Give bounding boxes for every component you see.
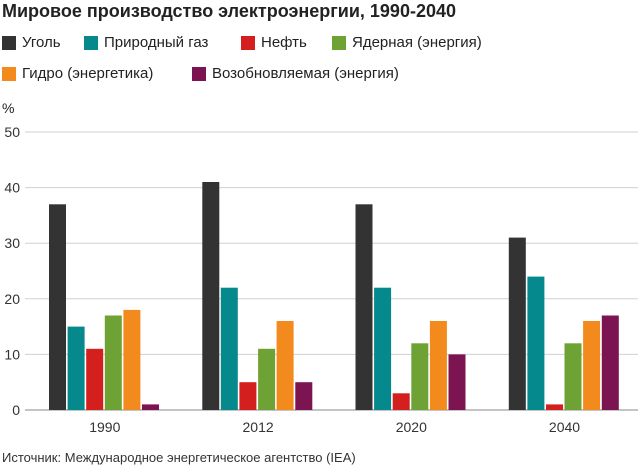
bar-coal-2012 bbox=[202, 182, 220, 410]
bar-coal-2020 bbox=[355, 204, 373, 410]
legend-label-nuclear: Ядерная (энергия) bbox=[352, 34, 482, 51]
bar-nuclear-2040 bbox=[564, 343, 582, 410]
legend-item-oil: Нефть bbox=[241, 34, 307, 51]
x-tick-label: 2020 bbox=[396, 419, 427, 435]
legend-swatch-hydro bbox=[2, 66, 16, 81]
y-tick-label: 10 bbox=[4, 346, 20, 362]
bars bbox=[49, 182, 619, 410]
y-axis-unit: % bbox=[2, 100, 15, 116]
bar-nuclear-1990 bbox=[104, 315, 122, 410]
bar-renewable-2040 bbox=[601, 315, 619, 410]
bar-oil-2040 bbox=[546, 404, 563, 410]
y-tick-label: 20 bbox=[4, 291, 20, 307]
bar-hydro-2020 bbox=[429, 321, 447, 410]
legend-swatch-gas bbox=[84, 35, 98, 50]
bar-oil-2012 bbox=[239, 382, 257, 410]
legend-item-renewable: Возобновляемая (энергия) bbox=[192, 65, 399, 82]
legend-swatch-nuclear bbox=[332, 35, 346, 50]
y-tick-label: 30 bbox=[4, 235, 20, 251]
bar-renewable-1990 bbox=[142, 404, 159, 410]
legend-swatch-renewable bbox=[192, 66, 206, 81]
legend-label-coal: Уголь bbox=[22, 34, 61, 51]
bar-nuclear-2020 bbox=[411, 343, 429, 410]
bar-renewable-2012 bbox=[295, 382, 313, 410]
bar-oil-2020 bbox=[392, 393, 410, 410]
bar-hydro-2040 bbox=[583, 321, 601, 410]
bar-renewable-2020 bbox=[448, 354, 466, 410]
legend-swatch-oil bbox=[241, 35, 255, 50]
x-tick-label: 2012 bbox=[243, 419, 274, 435]
bar-gas-2040 bbox=[527, 276, 545, 410]
x-tick-label: 1990 bbox=[89, 419, 120, 435]
bar-coal-2040 bbox=[508, 237, 526, 410]
legend-label-gas: Природный газ bbox=[104, 34, 209, 51]
legend-label-hydro: Гидро (энергетика) bbox=[22, 65, 154, 82]
y-tick-label: 0 bbox=[12, 402, 20, 418]
bar-hydro-2012 bbox=[276, 321, 294, 410]
legend-item-hydro: Гидро (энергетика) bbox=[2, 65, 153, 82]
chart-legend: Уголь Природный газ Нефть Ядерная (энерг… bbox=[0, 0, 640, 90]
legend-item-nuclear: Ядерная (энергия) bbox=[332, 34, 482, 51]
bar-gas-2020 bbox=[374, 287, 392, 410]
legend-item-coal: Уголь bbox=[2, 34, 61, 51]
bar-coal-1990 bbox=[49, 204, 66, 410]
bar-oil-1990 bbox=[86, 348, 104, 410]
bar-hydro-1990 bbox=[123, 309, 141, 410]
x-axis-labels: 1990 2012 2020 2040 bbox=[89, 419, 580, 435]
bar-gas-2012 bbox=[220, 287, 238, 410]
legend-label-oil: Нефть bbox=[261, 34, 307, 51]
legend-label-renewable: Возобновляемая (энергия) bbox=[212, 65, 399, 82]
source-note: Источник: Международное энергетическое а… bbox=[2, 450, 356, 465]
bar-gas-1990 bbox=[67, 326, 85, 410]
legend-swatch-coal bbox=[2, 35, 16, 50]
y-tick-label: 40 bbox=[4, 180, 20, 196]
bar-nuclear-2012 bbox=[258, 348, 276, 410]
x-tick-label: 2040 bbox=[549, 419, 580, 435]
chart-title: Мировое производство электроэнергии, 199… bbox=[2, 1, 456, 21]
legend-item-gas: Природный газ bbox=[84, 34, 208, 51]
y-tick-label: 50 bbox=[4, 124, 20, 140]
y-axis-ticks: 0 10 20 30 40 50 bbox=[4, 124, 20, 418]
